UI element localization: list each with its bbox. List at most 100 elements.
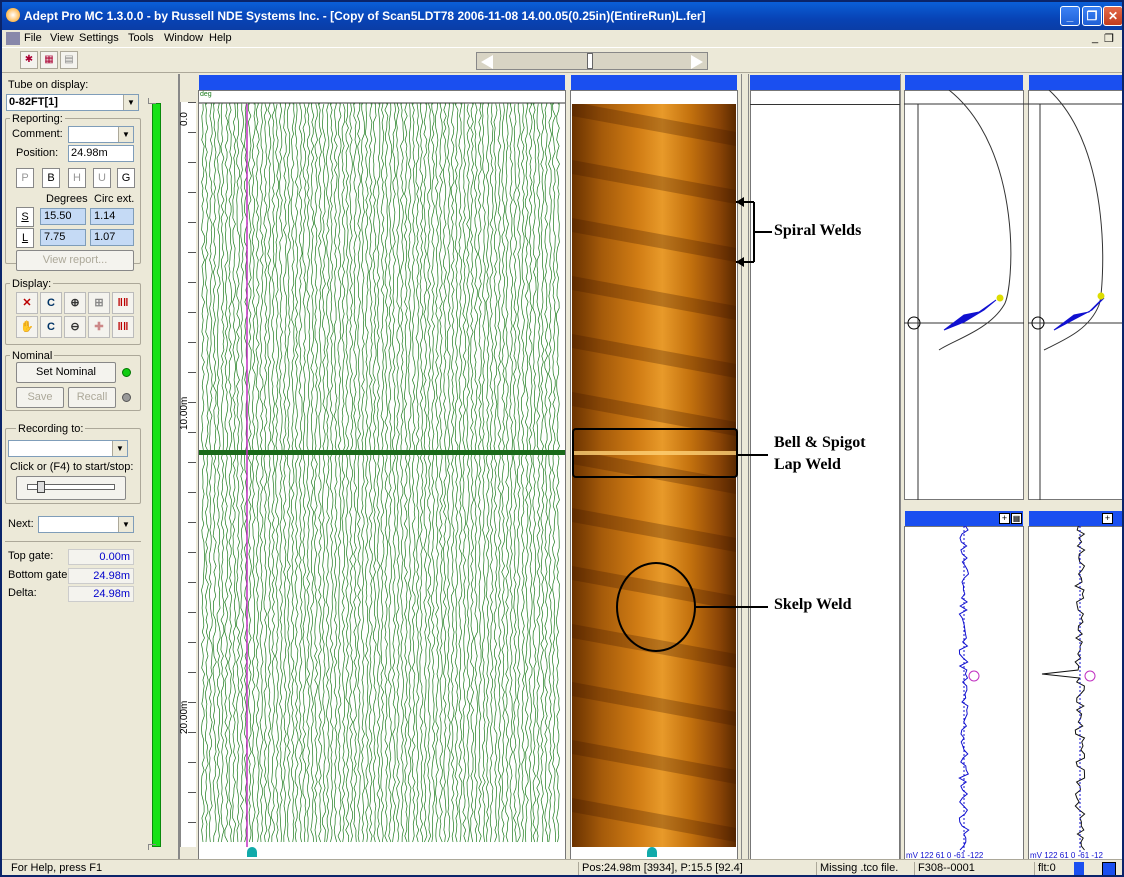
flag-b-button[interactable]: B [42,168,60,188]
crosshair-icon[interactable]: ✕ [16,292,38,314]
menu-settings[interactable]: Settings [79,32,119,44]
skelp-weld-label: Skelp Weld [774,596,852,613]
mdi-restore-icon[interactable]: ❐ [1104,33,1114,45]
cross-icon[interactable]: ✚ [88,316,110,338]
tool-icon-2[interactable]: ▦ [40,51,58,69]
menu-file[interactable]: File [24,32,42,44]
grid-icon[interactable]: ⊞ [88,292,110,314]
flag-p-button[interactable]: P [16,168,34,188]
trace-header-2 [1029,511,1122,526]
menu-window[interactable]: Window [164,32,204,44]
monitor-icon[interactable] [1102,862,1116,875]
top-gate-value: 0.00m [68,549,134,565]
splitter-2[interactable] [741,74,749,859]
window-title: Adept Pro MC 1.3.0.0 - by Russell NDE Sy… [24,9,706,23]
position-scale: 0.0 10.00m 20.00m [179,102,196,847]
bell-spigot-box [572,428,738,478]
position-field[interactable]: 24.98m [68,145,134,162]
trace-axis-1: mV 122 61 0 -61 -122 [906,851,984,860]
slider-thumb[interactable] [587,53,593,69]
l-button[interactable]: L [16,228,34,248]
record-thumb[interactable] [37,481,45,493]
delta-value: 24.98m [68,586,134,602]
mdi-minimize-icon[interactable]: _ [1092,32,1099,44]
gate-bar[interactable] [152,103,161,847]
divider [5,541,141,542]
save-button[interactable]: Save [16,387,64,408]
gate-bottom-marker[interactable] [148,844,156,850]
bars-alt-icon[interactable]: ‖‖ [112,316,134,338]
s-button[interactable]: S [16,207,34,227]
record-toggle[interactable] [16,476,126,500]
s-degrees-field[interactable]: 15.50 [40,208,86,225]
status-flt: flt:0 [1034,862,1056,875]
app-icon[interactable] [6,8,20,22]
scan-slider[interactable] [476,52,708,70]
set-nominal-button[interactable]: Set Nominal [16,362,116,383]
trace-header-1 [905,511,1023,526]
annotation-pane [750,90,900,860]
lissajous-header-2 [1029,75,1122,90]
spiral-welds-label: Spiral Welds [774,222,862,239]
splitter[interactable] [178,74,180,859]
slider-right-icon[interactable] [691,55,703,69]
chevron-down-icon[interactable]: ▼ [118,517,133,532]
tube-select[interactable]: 0-82FT[1] ▼ [6,94,139,111]
gate-top-marker[interactable] [148,98,156,104]
minimize-button[interactable]: _ [1060,6,1080,26]
status-help: For Help, press F1 [11,862,103,874]
flag-h-button[interactable]: H [68,168,86,188]
hand-icon[interactable]: ✋ [16,316,38,338]
status-missing: Missing .tco file. [816,862,898,875]
zoom-out-icon[interactable]: ⊖ [64,316,86,338]
doc-icon[interactable] [6,32,20,45]
bottom-gate-value: 24.98m [68,568,134,584]
nominal-group [5,355,141,411]
trace2-zoom-in-icon[interactable]: + [1102,513,1113,524]
menu-help[interactable]: Help [209,32,232,44]
next-select[interactable]: ▼ [38,516,134,533]
nominal-label: Nominal [10,350,55,362]
recall-gray-led-icon [122,393,131,402]
bars-icon[interactable]: ‖‖ [112,292,134,314]
s-circ-field[interactable]: 1.14 [90,208,134,225]
tube-label: Tube on display: [8,79,89,91]
c-down-icon[interactable]: C [40,316,62,338]
strip-chart[interactable] [199,90,565,847]
recall-button[interactable]: Recall [68,387,116,408]
zoom-in-icon[interactable]: ⊕ [64,292,86,314]
flag-u-button[interactable]: U [93,168,111,188]
status-indicator-icon [1074,862,1084,875]
comment-select[interactable]: ▼ [68,126,134,143]
trace-zoom-in-icon[interactable]: + [999,513,1010,524]
chevron-down-icon[interactable]: ▼ [112,441,127,456]
tool-icon-3[interactable]: ▤ [60,51,78,69]
menu-view[interactable]: View [50,32,74,44]
lissajous-pane-1[interactable] [904,90,1024,500]
chevron-down-icon[interactable]: ▼ [118,127,133,142]
trace-settings-icon[interactable]: ▦ [1011,513,1022,524]
view-report-button[interactable]: View report... [16,250,134,271]
open-file-icon[interactable]: ✱ [20,51,38,69]
close-button[interactable]: ✕ [1103,6,1122,26]
maximize-button[interactable]: ❐ [1082,6,1102,26]
menu-tools[interactable]: Tools [128,32,154,44]
lissajous-pane-2[interactable] [1028,90,1122,500]
splitter-3[interactable] [900,74,904,859]
trace-pane-1[interactable] [904,526,1024,860]
skelp-line [696,606,768,608]
bell-line [738,454,768,456]
flag-g-button[interactable]: G [117,168,135,188]
l-circ-field[interactable]: 1.07 [90,229,134,246]
trace-pane-2[interactable] [1028,526,1122,860]
c-up-icon[interactable]: C [40,292,62,314]
l-degrees-field[interactable]: 7.75 [40,229,86,246]
recording-select[interactable]: ▼ [8,440,128,457]
strip-marker-icon[interactable] [247,847,257,857]
recording-label: Recording to: [16,423,86,435]
spiral-bracket [736,197,772,267]
chevron-down-icon[interactable]: ▼ [123,95,138,110]
cscan-marker-icon[interactable] [647,847,657,857]
record-hint: Click or (F4) to start/stop: [10,461,134,473]
slider-left-icon[interactable] [481,55,493,69]
